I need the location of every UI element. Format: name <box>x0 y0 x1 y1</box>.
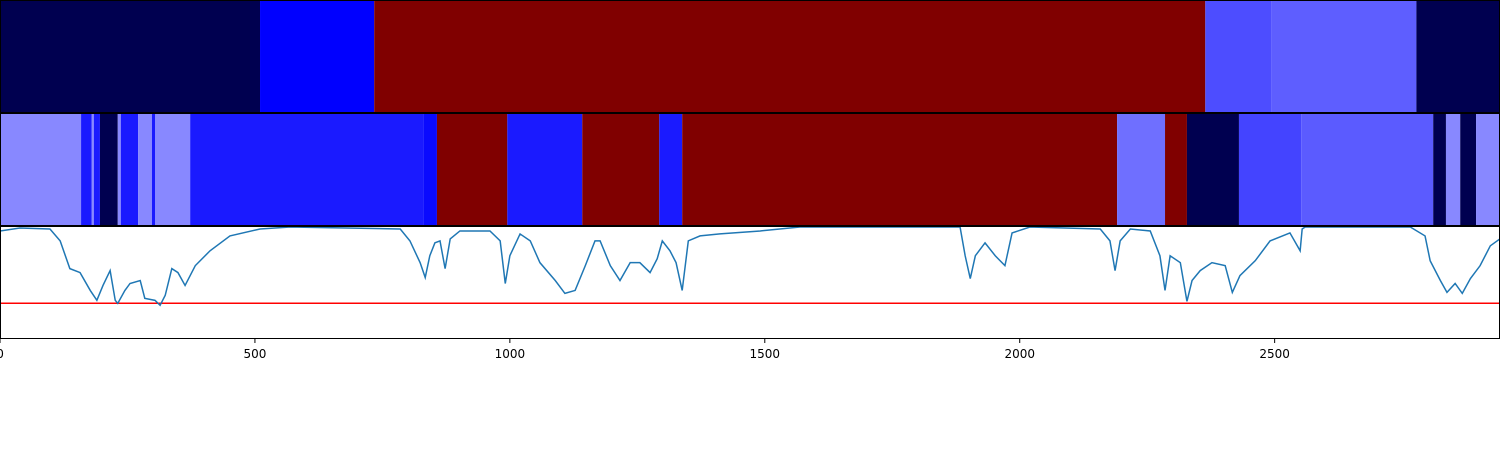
segment <box>117 113 121 225</box>
segment <box>1460 113 1477 225</box>
segment <box>81 113 92 225</box>
segment <box>1205 0 1272 112</box>
segment <box>682 113 1118 225</box>
segment <box>1165 113 1187 225</box>
x-tick-label: 1500 <box>750 347 781 361</box>
segment <box>190 113 424 225</box>
segment <box>1445 113 1461 225</box>
x-tick-label: 500 <box>243 347 266 361</box>
segment <box>1186 113 1239 225</box>
panel-frame <box>0 226 1500 339</box>
x-tick-label: 0 <box>0 347 4 361</box>
segment <box>374 0 1206 112</box>
segment <box>423 113 437 225</box>
x-tick-label: 1000 <box>495 347 526 361</box>
segment <box>120 113 139 225</box>
segment <box>507 113 583 225</box>
segment <box>1117 113 1166 225</box>
line-series <box>0 226 1500 307</box>
segment <box>0 113 82 225</box>
segment <box>436 113 508 225</box>
segment <box>154 113 191 225</box>
segment <box>0 0 261 112</box>
segment <box>1238 113 1302 225</box>
segment <box>138 113 152 225</box>
segment <box>93 113 100 225</box>
segment <box>91 113 94 225</box>
segment <box>659 113 683 225</box>
segment <box>1416 0 1500 112</box>
segment <box>1476 113 1500 225</box>
segment <box>99 113 118 225</box>
segment <box>1271 0 1417 112</box>
x-tick-label: 2000 <box>1004 347 1035 361</box>
segment <box>151 113 155 225</box>
segment <box>1301 113 1434 225</box>
segment <box>1433 113 1446 225</box>
segment <box>582 113 660 225</box>
segment <box>260 0 375 112</box>
x-tick-label: 2500 <box>1259 347 1290 361</box>
